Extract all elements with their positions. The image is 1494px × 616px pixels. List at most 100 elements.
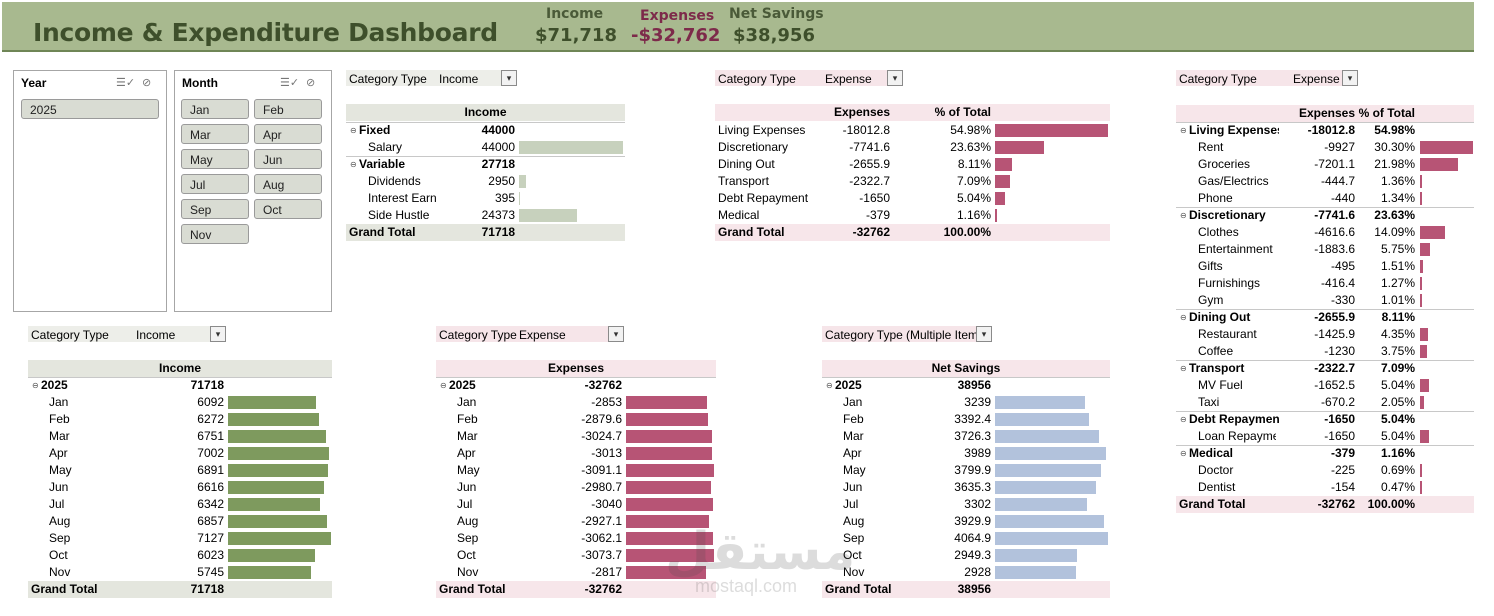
filter-dropdown-button[interactable]: ▾ xyxy=(210,326,226,342)
category-type-filter: Category Type Expense ▾ xyxy=(715,70,903,86)
table-row: Grand Total 38956 xyxy=(822,581,1110,598)
filter-value: Income xyxy=(136,328,176,342)
row-percent: 1.51% xyxy=(1380,259,1415,273)
clear-filter-icon[interactable]: ⊘ xyxy=(306,77,316,89)
filter-dropdown-button[interactable]: ▾ xyxy=(887,70,903,86)
row-label: Feb xyxy=(457,412,478,426)
table-row: Jun 3635.3 xyxy=(822,479,1110,496)
table-row: Sep 7127 xyxy=(28,530,332,547)
row-label: Jul xyxy=(457,497,473,511)
row-value: 3989 xyxy=(964,446,991,460)
data-bar xyxy=(995,430,1099,443)
table-row: Sep 4064.9 xyxy=(822,530,1110,547)
multi-select-icon[interactable]: ☰✓ xyxy=(116,77,136,89)
collapse-toggle-icon[interactable]: ⊖ xyxy=(826,381,833,390)
data-bar xyxy=(228,515,328,528)
row-value: -440 xyxy=(1330,191,1355,205)
data-bar xyxy=(228,566,312,579)
table-row: Nov -2817 xyxy=(436,564,716,581)
data-bar xyxy=(1420,260,1423,273)
row-value: -3073.7 xyxy=(581,548,622,562)
month-slicer-item[interactable]: Jun xyxy=(254,149,322,169)
month-slicer-item[interactable]: Sep xyxy=(181,199,249,219)
month-slicer-item[interactable]: Aug xyxy=(254,174,322,194)
collapse-toggle-icon[interactable]: ⊖ xyxy=(1180,313,1187,322)
month-slicer-item[interactable]: Feb xyxy=(254,99,322,119)
row-value: -495 xyxy=(1330,259,1355,273)
filter-label: Category Type xyxy=(718,72,796,86)
row-label: Transport xyxy=(1189,361,1245,375)
grand-total-label: Grand Total xyxy=(31,582,98,596)
month-slicer-item[interactable]: Jan xyxy=(181,99,249,119)
row-value: -7201.1 xyxy=(1314,157,1355,171)
filter-label: Category Type xyxy=(349,72,427,86)
multi-select-icon[interactable]: ☰✓ xyxy=(280,77,300,89)
month-slicer-item[interactable]: Apr xyxy=(254,124,322,144)
table-row: Gas/Electrics -444.7 1.36% xyxy=(1176,173,1474,190)
row-label: Apr xyxy=(843,446,862,460)
table-row: Apr -3013 xyxy=(436,445,716,462)
row-value: 24373 xyxy=(481,208,515,222)
data-bar xyxy=(228,498,320,511)
grand-total-label: Grand Total xyxy=(349,225,416,239)
filter-dropdown-button[interactable]: ▾ xyxy=(608,326,624,342)
grand-total-value: -32762 xyxy=(1317,497,1355,511)
table-row: Mar 6751 xyxy=(28,428,332,445)
row-label: Jan xyxy=(49,395,69,409)
collapse-toggle-icon[interactable]: ⊖ xyxy=(32,381,39,390)
data-bar xyxy=(519,192,520,205)
watermark-logo: مستقل mostaql.com xyxy=(665,522,856,596)
table-row: Dividends 2950 xyxy=(346,173,625,190)
data-bar xyxy=(995,209,998,222)
kpi-income-value: $71,718 xyxy=(535,25,617,46)
row-percent: 5.04% xyxy=(1380,378,1415,392)
month-slicer-item[interactable]: Mar xyxy=(181,124,249,144)
collapse-toggle-icon[interactable]: ⊖ xyxy=(1180,415,1187,424)
row-percent: 8.11% xyxy=(1381,310,1415,324)
data-bar xyxy=(626,549,714,562)
collapse-toggle-icon[interactable]: ⊖ xyxy=(1180,126,1187,135)
filter-dropdown-button[interactable]: ▾ xyxy=(976,326,992,342)
collapse-toggle-icon[interactable]: ⊖ xyxy=(350,126,357,135)
collapse-toggle-icon[interactable]: ⊖ xyxy=(440,381,447,390)
data-bar xyxy=(1420,243,1431,256)
table-row: ⊖ Living Expenses -18012.8 54.98% xyxy=(1176,122,1474,139)
row-label: Side Hustle xyxy=(368,208,430,222)
filter-value: Expense xyxy=(1293,72,1340,86)
column-header: Expenses xyxy=(436,360,716,377)
category-type-filter: Category Type Expense ▾ xyxy=(436,326,624,342)
table-row: Furnishings -416.4 1.27% xyxy=(1176,275,1474,292)
year-value: -32762 xyxy=(584,378,622,392)
filter-dropdown-button[interactable]: ▾ xyxy=(1342,70,1358,86)
collapse-toggle-icon[interactable]: ⊖ xyxy=(1180,449,1187,458)
month-slicer-item[interactable]: Nov xyxy=(181,224,249,244)
year-slicer-item-2025[interactable]: 2025 xyxy=(21,99,159,119)
table-row: Side Hustle 24373 xyxy=(346,207,625,224)
data-bar xyxy=(626,566,707,579)
row-label: Sep xyxy=(49,531,71,545)
month-slicer-item[interactable]: Oct xyxy=(254,199,322,219)
row-value: 6023 xyxy=(197,548,224,562)
category-type-filter: Category Type Income ▾ xyxy=(346,70,517,86)
data-bar xyxy=(995,192,1006,205)
row-label: Gas/Electrics xyxy=(1198,174,1269,188)
month-slicer-item[interactable]: May xyxy=(181,149,249,169)
clear-filter-icon[interactable]: ⊘ xyxy=(142,77,152,89)
table-row: Jul -3040 xyxy=(436,496,716,513)
table-row: Grand Total -32762 xyxy=(436,581,716,598)
month-slicer-item[interactable]: Jul xyxy=(181,174,249,194)
filter-dropdown-button[interactable]: ▾ xyxy=(501,70,517,86)
collapse-toggle-icon[interactable]: ⊖ xyxy=(1180,364,1187,373)
row-percent: 14.09% xyxy=(1374,225,1415,239)
table-row: Feb 6272 xyxy=(28,411,332,428)
table-row: Dentist -154 0.47% xyxy=(1176,479,1474,496)
row-label: Apr xyxy=(49,446,68,460)
year-value: 71718 xyxy=(190,378,224,392)
row-label: Oct xyxy=(457,548,476,562)
collapse-toggle-icon[interactable]: ⊖ xyxy=(350,160,357,169)
filter-label: Category Type xyxy=(31,328,109,342)
table-row: Debt Repayment -1650 5.04% xyxy=(715,190,1110,207)
row-label: Feb xyxy=(843,412,864,426)
collapse-toggle-icon[interactable]: ⊖ xyxy=(1180,211,1187,220)
row-label: May xyxy=(457,463,480,477)
